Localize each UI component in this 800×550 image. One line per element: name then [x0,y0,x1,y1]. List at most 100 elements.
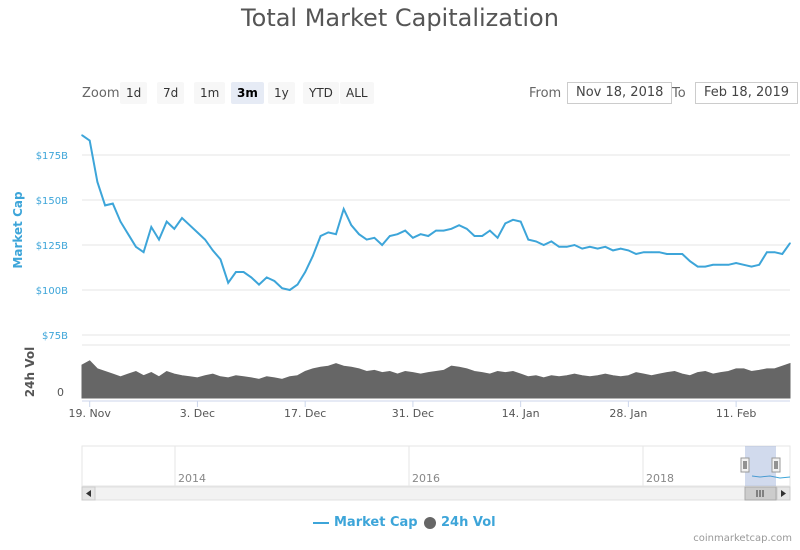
navigator-handle[interactable] [740,457,750,473]
market-cap-data-point [442,229,445,232]
market-cap-data-point [88,139,91,142]
market-cap-data-point [458,224,460,226]
market-cap-data-point [181,217,183,219]
market-cap-data-point [535,240,537,243]
market-cap-data-point [573,244,576,246]
market-cap-data-point [289,289,291,291]
market-cap-data-point [650,251,653,253]
market-cap-data-point [188,224,191,226]
market-cap-data-point [396,233,399,235]
zoom-button-ytd[interactable]: YTD [303,82,339,104]
x-tick-label: 3. Dec [180,407,215,420]
market-cap-data-point [673,253,676,255]
volume-zero-label: 0 [57,386,64,399]
market-cap-data-point [689,260,691,263]
market-cap-data-point [527,238,530,241]
market-cap-data-point [412,237,414,239]
zoom-button-1m[interactable]: 1m [194,82,226,104]
market-cap-data-point [350,224,353,226]
market-cap-data-point [489,229,491,232]
market-cap-data-point [750,265,753,268]
market-cap-series-line [81,134,791,292]
x-tick-label: 17. Dec [284,407,326,420]
market-cap-data-point [658,251,660,253]
market-cap-data-point [666,253,668,255]
market-cap-data-point [365,238,368,241]
range-from-input[interactable]: Nov 18, 2018 [567,82,673,104]
market-cap-data-point [242,271,245,273]
legend-volume[interactable]: 24h Vol [424,515,496,530]
legend-line-icon [313,521,329,524]
market-cap-data-point [427,235,430,237]
volume-series-area [81,360,791,399]
market-cap-data-point [327,231,330,234]
market-cap-data-point [496,237,499,239]
market-cap-data-point [381,244,383,246]
market-cap-data-point [512,219,514,221]
zoom-button-all[interactable]: ALL [340,82,374,104]
scrollbar-track[interactable] [81,486,791,501]
zoom-button-7d[interactable]: 7d [157,82,185,104]
market-cap-data-point [519,220,522,223]
market-cap-data-point [773,251,776,253]
market-cap-data-point [473,235,476,237]
navigator-year-label: 2016 [412,472,440,485]
legend-market-cap[interactable]: Market Cap [313,515,418,530]
market-cap-data-point [204,238,206,241]
market-cap-data-point [566,246,568,248]
chart-title: Total Market Capitalization [241,4,559,32]
market-cap-data-point [504,222,507,225]
market-cap-data-point [542,244,545,246]
market-cap-data-point [558,246,560,248]
navigator-handle[interactable] [771,457,781,473]
market-cap-data-point [219,258,222,261]
navigator-year-label: 2018 [646,472,674,485]
volume-axis-title: 24h Vol [23,347,37,397]
market-cap-data-point [135,246,137,248]
market-cap-data-point [158,238,160,241]
market-cap-data-point [735,262,737,264]
credits-link[interactable]: coinmarketcap.com [693,533,792,544]
market-cap-data-point [296,283,299,286]
market-cap-data-point [435,229,437,232]
market-cap-data-point [789,242,791,244]
market-cap-data-point [643,251,645,253]
market-cap-data-point [212,249,214,252]
legend-market-cap-label: Market Cap [334,515,418,530]
navigator-year-label: 2014 [178,472,206,485]
market-cap-data-point [319,235,322,237]
market-cap-data-point [258,283,260,286]
x-tick-label: 28. Jan [609,407,647,420]
range-to-input[interactable]: Feb 18, 2019 [695,82,799,104]
zoom-button-3m[interactable]: 3m [231,82,264,104]
market-cap-data-point [450,228,453,230]
market-cap-data-point [165,220,168,223]
market-cap-data-point [150,226,153,228]
zoom-label: Zoom [82,86,120,101]
market-cap-data-point [466,228,468,230]
market-cap-data-point [235,271,237,273]
market-cap-data-point [389,235,391,237]
market-cap-data-point [273,280,276,282]
market-cap-data-point [196,231,199,234]
range-to-label: To [672,86,686,101]
zoom-button-1y[interactable]: 1y [268,82,295,104]
zoom-button-1d[interactable]: 1d [120,82,148,104]
market-cap-data-point [596,247,599,250]
y-tick-label: $150B [36,196,68,207]
market-cap-data-point [127,233,129,235]
market-cap-data-point [142,251,145,253]
market-cap-data-point [627,249,630,252]
market-cap-data-point [766,251,768,253]
market-cap-data-point [781,253,784,255]
legend-circle-icon [424,516,436,529]
market-cap-data-point [612,249,614,252]
market-cap-data-point [358,233,360,235]
market-cap-data-point [704,265,707,268]
market-cap-data-point [373,237,376,239]
navigator-series-line [751,475,791,479]
market-cap-data-point [481,235,484,237]
market-cap-data-point [743,264,745,266]
market-cap-data-point [96,181,99,183]
